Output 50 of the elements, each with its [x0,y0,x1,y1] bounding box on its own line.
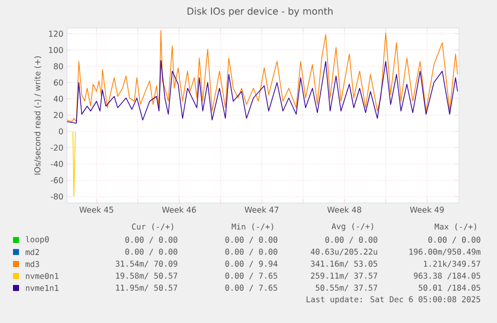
text: 0.00 / 0.00 [225,248,278,256]
x-tick-label: Week 45 [79,206,114,213]
text: 11.95m/ 50.57 [116,284,178,292]
text: 40.63u/205.22u [310,248,378,256]
x-tick-label: Week 46 [162,206,196,213]
legend-label: md3 [26,260,40,268]
text: 0.00 / 0.00 [428,236,480,244]
x-tick-label: Week 47 [244,206,278,213]
chart-title: Disk IOs per device - by month [188,7,333,17]
text: Min (-/+) [232,223,274,231]
x-tick-label: Week 49 [410,206,444,213]
text: 196.00m/950.49m [410,248,480,256]
text: 0.00 / 7.65 [225,284,278,292]
y-tick-label: 80 [54,63,63,70]
text: 50.55m/ 37.57 [316,284,378,292]
text: 0.00 / 7.65 [225,272,278,280]
text: Cur (-/+) [132,223,174,231]
text: 341.16m/ 53.05 [310,260,378,268]
text: 963.38 /184.05 [414,272,480,280]
y-tick-label: -20 [50,144,63,151]
text: 0.00 / 0.00 [225,236,278,244]
y-tick-label: 120 [49,30,63,37]
y-tick-label: 40 [54,96,63,102]
y-tick-label: 20 [54,112,63,118]
legend-label: nvme0n1 [26,272,58,280]
text: 19.58m/ 50.57 [116,272,178,280]
text: 1.21k/349.57 [424,260,480,268]
text: 0.00 / 9.94 [225,260,278,268]
text: 0.00 / 0.00 [125,236,178,244]
legend-label: nvme1n1 [26,285,58,291]
y-tick-label: -60 [50,177,63,184]
y-tick-label: -80 [50,193,63,200]
y-axis-title: IOs/second read (-) / write (+) [34,56,42,175]
line-series [67,60,458,124]
text: Max (-/+) [434,223,476,231]
legend-label: loop0 [26,236,49,244]
text: 0.00 / 0.00 [125,248,178,256]
y-tick-label: 60 [54,79,63,86]
text: 31.54m/ 70.09 [116,260,178,268]
y-tick-label: -40 [50,160,63,167]
line-series [67,30,458,122]
y-tick-label: 100 [49,46,63,53]
x-tick-label: Week 48 [327,206,362,213]
text: 0.00 / 0.00 [325,236,378,244]
y-tick-label: 0 [58,128,63,134]
text: 259.11m/ 37.57 [310,272,378,280]
text: Last update: Sat Dec 6 05:00:08 2025 [306,296,480,304]
text: Avg (-/+) [332,223,374,231]
text: 50.01 /184.05 [418,284,480,292]
legend-label: md2 [26,248,39,256]
